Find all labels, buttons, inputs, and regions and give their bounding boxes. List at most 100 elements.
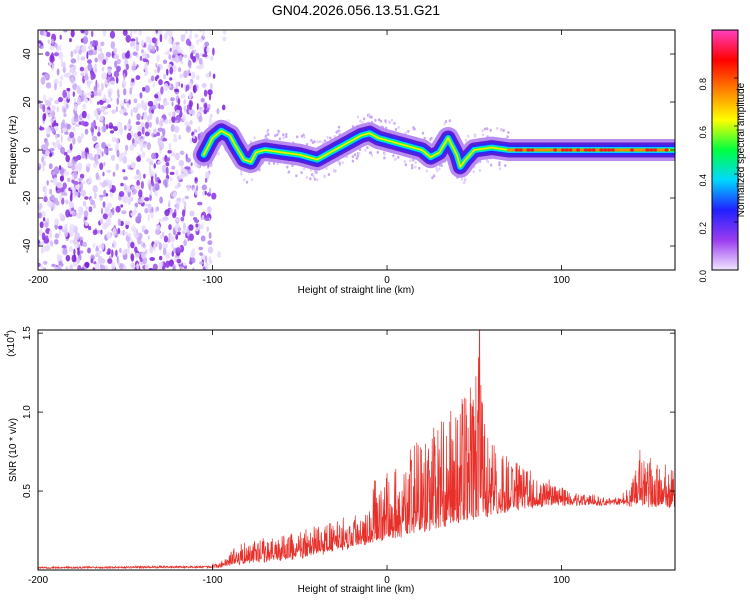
spectrogram-halo-cell bbox=[316, 140, 319, 144]
spectrogram-noise-cell bbox=[192, 56, 197, 63]
spectrogram-halo-cell bbox=[332, 168, 336, 172]
spectrogram-noise-cell bbox=[54, 239, 59, 245]
x-tick-label: -100 bbox=[203, 575, 223, 586]
spectrogram-halo-cell bbox=[295, 174, 298, 178]
spectrogram-noise-cell bbox=[165, 166, 169, 176]
spectrogram-noise-cell bbox=[196, 103, 199, 111]
spectrogram-noise-cell bbox=[100, 229, 103, 235]
spectrogram-noise-cell bbox=[189, 30, 193, 36]
spectrogram-noise-cell bbox=[169, 77, 173, 81]
spectrogram-noise-cell bbox=[88, 225, 92, 231]
spectrogram-noise-cell bbox=[177, 231, 181, 236]
spectrogram-noise-cell bbox=[177, 182, 182, 188]
spectrogram-halo-cell bbox=[418, 166, 421, 170]
spectrogram-noise-cell bbox=[54, 218, 60, 226]
spectrogram-noise-cell bbox=[59, 165, 62, 171]
spectrogram-noise-cell bbox=[141, 251, 146, 260]
spectrogram-noise-cell bbox=[76, 213, 82, 219]
spectrogram-noise-cell bbox=[171, 101, 174, 107]
spectrogram-noise-cell bbox=[171, 111, 175, 118]
spectrogram-noise-cell bbox=[168, 54, 172, 60]
spectrogram-noise-cell bbox=[109, 130, 115, 134]
spectrogram-halo-cell bbox=[313, 140, 316, 144]
spectrogram-halo-cell bbox=[462, 181, 466, 185]
snr-y-ticks: 0.5 1.0 1.5 bbox=[22, 326, 675, 498]
spectrogram-noise-cell bbox=[177, 98, 181, 106]
spectrogram-noise-cell bbox=[155, 206, 160, 212]
spectrogram-noise-cell bbox=[162, 137, 168, 142]
spectrogram-noise-cell bbox=[188, 92, 192, 100]
spectrogram-noise-cell bbox=[113, 70, 120, 78]
spectrogram-noise-cell bbox=[130, 109, 133, 117]
spectrogram-halo-cell bbox=[264, 134, 268, 138]
spectrogram-noise-cell bbox=[136, 64, 139, 68]
x-tick-label: -100 bbox=[203, 275, 223, 286]
spectrogram-noise-cell bbox=[156, 75, 160, 79]
spectrogram-noise-cell bbox=[177, 227, 182, 232]
spectrogram-noise-cell bbox=[127, 186, 131, 193]
spectrogram-noise-cell bbox=[120, 182, 124, 187]
spectrogram-noise-cell bbox=[77, 249, 80, 256]
y-tick-label: 0.5 bbox=[22, 484, 33, 498]
spectrogram-noise-cell bbox=[183, 201, 187, 208]
spectrogram-halo-cell bbox=[506, 135, 509, 139]
spectrogram-halo-cell bbox=[498, 161, 501, 165]
spectrogram-noise-cell bbox=[180, 93, 186, 99]
spectrogram-halo-cell bbox=[384, 119, 387, 123]
spectrogram-noise-cell bbox=[51, 38, 55, 45]
spectrogram-noise-cell bbox=[147, 115, 150, 123]
spectrogram-halo-cell bbox=[305, 176, 309, 179]
spectrogram-halo-cell bbox=[460, 177, 464, 181]
spectrogram-noise-cell bbox=[51, 52, 54, 60]
spectrogram-halo-cell bbox=[414, 161, 417, 164]
spectrogram-noise-cell bbox=[92, 243, 96, 248]
spectrogram-noise-cell bbox=[121, 210, 127, 215]
spectrogram-noise-cell bbox=[168, 37, 173, 44]
spectrogram-noise-cell bbox=[107, 104, 111, 109]
spectrogram-noise-cell bbox=[132, 51, 138, 56]
colorbar-ticks: 0.0 0.2 0.4 0.6 0.8 bbox=[698, 77, 738, 283]
spectrogram-noise-cell bbox=[101, 242, 105, 251]
spectrogram-noise-cell bbox=[148, 121, 152, 128]
spectrogram-noise-cell bbox=[175, 152, 180, 161]
spectrogram-noise-cell bbox=[89, 176, 92, 184]
spectrogram-noise-cell bbox=[107, 258, 113, 264]
y-tick: 0 bbox=[22, 147, 675, 153]
spectrogram-noise-cell bbox=[150, 75, 155, 82]
spectrogram-noise-cell bbox=[77, 54, 80, 62]
spectrogram-noise-cell bbox=[63, 170, 70, 176]
spectrogram-halo-cell bbox=[282, 133, 285, 137]
spectrogram-noise-cell bbox=[198, 115, 203, 122]
spectrogram-noise-cell bbox=[73, 248, 76, 256]
ridge-peak-cell bbox=[560, 148, 566, 152]
spectrogram-halo-cell bbox=[325, 166, 328, 170]
spectrogram-noise-cell bbox=[182, 114, 187, 122]
spectrogram-noise-cell bbox=[59, 194, 63, 201]
spectrogram-noise-cell bbox=[72, 126, 76, 132]
spectrogram-noise-cell bbox=[165, 157, 171, 162]
spectrogram-noise-cell bbox=[163, 216, 169, 221]
spectrogram-noise-cell bbox=[109, 80, 116, 86]
spectrogram-noise-cell bbox=[45, 31, 51, 37]
spectrogram-halo-cell bbox=[326, 136, 329, 139]
spectrogram-noise-cell bbox=[192, 110, 195, 116]
spectrogram-noise-cell bbox=[38, 40, 42, 44]
spectrogram-noise-cell bbox=[106, 123, 109, 130]
spectrogram-noise-cell bbox=[189, 102, 192, 110]
spectrogram-noise-cell bbox=[59, 254, 63, 259]
spectrogram-noise-cell bbox=[180, 83, 184, 88]
spectrogram-noise-cell bbox=[119, 263, 124, 268]
spectrogram-noise-cell bbox=[115, 76, 119, 84]
spectrogram-noise-cell bbox=[62, 182, 67, 190]
spectrogram-noise-cell bbox=[123, 73, 126, 81]
spectrogram-noise-cell bbox=[114, 60, 118, 68]
spectrogram-halo-cell bbox=[483, 127, 487, 131]
spectrogram-noise-cell bbox=[106, 143, 111, 147]
spectrogram-noise-cell bbox=[148, 267, 154, 270]
spectrogram-noise-cell bbox=[39, 126, 45, 131]
spectrogram-halo-cell bbox=[323, 175, 326, 179]
spectrogram-noise-cell bbox=[162, 59, 168, 64]
spectrogram-noise-cell bbox=[137, 198, 143, 204]
spectrogram-noise-cell bbox=[185, 84, 190, 91]
